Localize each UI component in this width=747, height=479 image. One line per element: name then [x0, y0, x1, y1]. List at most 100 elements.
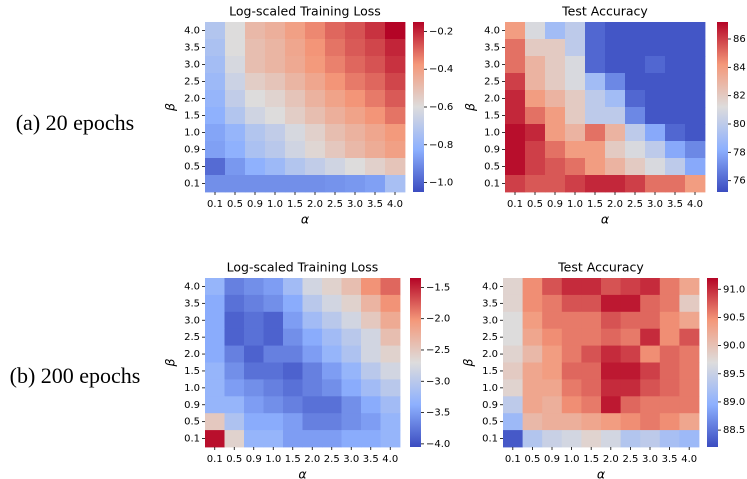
- heatmap-cell: [605, 175, 626, 193]
- colorbar-tick-label: −3.5: [426, 408, 450, 419]
- y-tick-label: 1.0: [184, 128, 200, 139]
- heatmap-cell: [522, 328, 543, 346]
- heatmap-cell: [625, 158, 646, 176]
- heatmap-cell: [224, 396, 245, 414]
- x-tick-label: 2.0: [304, 454, 320, 465]
- chart-title: Log-scaled Training Loss: [227, 260, 379, 275]
- chart-title: Log-scaled Training Loss: [229, 4, 381, 19]
- y-tick-label: 0.5: [484, 162, 500, 173]
- heatmap-cell: [205, 278, 225, 296]
- heatmap-cell: [224, 362, 245, 380]
- heatmap-cell: [565, 56, 586, 74]
- colorbar-tick-label: 89.0: [723, 397, 745, 408]
- heatmap-cell: [505, 56, 526, 74]
- heatmap-cell: [305, 124, 326, 142]
- heatmap-cell: [245, 141, 266, 159]
- heatmap-cell: [205, 90, 226, 108]
- x-axis-label: α: [597, 467, 606, 479]
- row-label: (b) 200 epochs: [10, 363, 141, 388]
- heatmap-cell: [385, 73, 406, 91]
- heatmap-cell: [224, 345, 245, 363]
- heatmap-cell: [679, 362, 700, 380]
- heatmap-cell: [285, 73, 306, 91]
- y-tick-label: 2.5: [184, 332, 200, 343]
- heatmap-cell: [341, 278, 362, 296]
- heatmap-cell: [205, 413, 225, 431]
- heatmap-cell: [361, 362, 381, 380]
- heatmap-cell: [341, 345, 362, 363]
- heatmap-cell: [581, 345, 602, 363]
- x-axis-label: α: [298, 467, 307, 479]
- heatmap-cell: [341, 430, 362, 448]
- heatmap-cell: [585, 141, 606, 159]
- heatmap-cell: [302, 345, 323, 363]
- heatmap-cell: [265, 107, 286, 125]
- heatmap-cell: [205, 107, 226, 125]
- heatmap-cell: [525, 141, 546, 159]
- x-tick-label: 1.0: [265, 454, 281, 465]
- heatmap-cell: [380, 396, 401, 414]
- heatmap-cell: [659, 328, 680, 346]
- heatmap-cell: [302, 294, 323, 313]
- heatmap-cell: [522, 345, 543, 363]
- heatmap-cell: [365, 107, 386, 125]
- heatmap-cell: [679, 294, 700, 313]
- heatmap-cell: [522, 430, 543, 448]
- heatmap-cell: [542, 328, 563, 346]
- heatmap-cell: [640, 430, 661, 448]
- heatmap-cell: [244, 345, 264, 363]
- heatmap-cell: [345, 90, 366, 108]
- y-tick-label: 3.5: [482, 298, 498, 309]
- heatmap-cell: [283, 294, 303, 313]
- heatmap-cell: [679, 278, 700, 296]
- heatmap-cell: [225, 39, 246, 57]
- heatmap-cell: [361, 396, 381, 414]
- heatmap-cell: [503, 362, 523, 380]
- heatmap-cell: [565, 107, 586, 125]
- heatmap-cell: [565, 39, 586, 57]
- heatmap-cell: [205, 379, 225, 397]
- heatmap-cell: [263, 413, 284, 431]
- heatmap-cell: [565, 90, 586, 108]
- y-axis-label: β: [163, 103, 178, 112]
- heatmap-cell: [263, 345, 284, 363]
- heatmap-cell: [645, 56, 666, 74]
- x-tick-label: 3.0: [347, 199, 363, 210]
- heatmap-cell: [245, 73, 266, 91]
- heatmap-cell: [601, 396, 621, 414]
- heatmap-cell: [205, 175, 226, 193]
- heatmap-cell: [265, 124, 286, 142]
- heatmap-cell: [620, 362, 641, 380]
- heatmap-cell: [605, 141, 626, 159]
- heatmap-cell: [380, 278, 401, 296]
- heatmap-cell: [545, 39, 566, 57]
- heatmap-cell: [365, 73, 386, 91]
- heatmap-cell: [305, 158, 326, 176]
- heatmap-cell: [380, 311, 401, 330]
- heatmap-cell: [380, 379, 401, 397]
- heatmap-cell: [620, 278, 641, 296]
- y-tick-label: 1.0: [484, 128, 500, 139]
- heatmap-cell: [645, 22, 666, 40]
- y-tick-label: 0.5: [184, 162, 200, 173]
- heatmap-cell: [645, 141, 666, 159]
- y-tick-label: 0.9: [484, 145, 500, 156]
- heatmap-cell: [205, 294, 225, 313]
- y-tick-label: 1.5: [484, 111, 500, 122]
- y-tick-label: 2.0: [184, 94, 200, 105]
- heatmap-cell: [205, 73, 226, 91]
- x-tick-label: 0.5: [226, 454, 242, 465]
- heatmap-cell: [659, 413, 680, 431]
- y-tick-label: 0.9: [482, 400, 498, 411]
- heatmap-cell: [601, 294, 621, 313]
- colorbar: [717, 22, 728, 192]
- heatmap-cell: [679, 396, 700, 414]
- heatmap-cell: [263, 379, 284, 397]
- heatmap-cell: [244, 430, 264, 448]
- heatmap-cell: [345, 141, 366, 159]
- y-tick-label: 3.0: [484, 60, 500, 71]
- heatmap-cell: [265, 158, 286, 176]
- x-tick-label: 0.1: [505, 454, 521, 465]
- heatmap-cell: [305, 90, 326, 108]
- x-tick-label: 0.1: [507, 199, 523, 210]
